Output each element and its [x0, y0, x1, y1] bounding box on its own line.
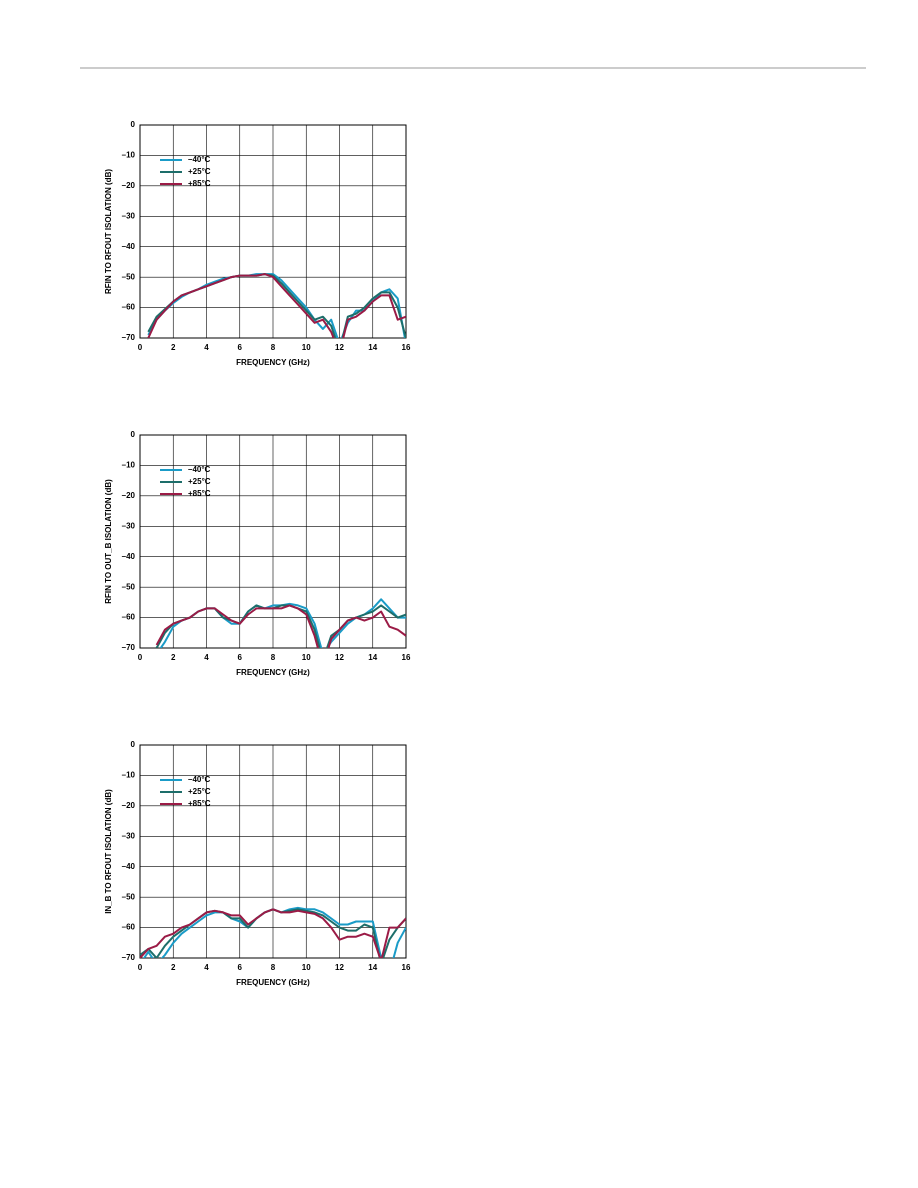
- y-tick-label: –60: [122, 613, 136, 622]
- legend-label: –40°C: [188, 155, 211, 164]
- legend-label: +25°C: [188, 787, 211, 796]
- y-tick-label: 0: [131, 740, 136, 749]
- y-tick-label: –50: [122, 892, 136, 901]
- x-tick-label: 6: [238, 343, 243, 352]
- x-tick-label: 14: [368, 343, 377, 352]
- y-tick-label: –40: [122, 862, 136, 871]
- x-tick-label: 10: [302, 963, 311, 972]
- x-tick-label: 8: [271, 343, 276, 352]
- x-axis-label: FREQUENCY (GHz): [236, 978, 310, 987]
- x-tick-label: 10: [302, 343, 311, 352]
- x-tick-label: 12: [335, 343, 344, 352]
- x-tick-label: 8: [271, 653, 276, 662]
- y-tick-label: –20: [122, 491, 136, 500]
- y-axis-label: RFIN TO RFOUT ISOLATION (dB): [104, 169, 113, 294]
- chart: –70 –60 –50 –40 –30 –20 –10 0 0 2 4 6 8 10 12 14 16 –40°C…: [104, 430, 411, 677]
- x-tick-label: 16: [402, 653, 411, 662]
- y-tick-label: –40: [122, 552, 136, 561]
- x-tick-label: 16: [402, 963, 411, 972]
- y-tick-label: –10: [122, 151, 136, 160]
- y-tick-label: –30: [122, 521, 136, 530]
- x-tick-label: 10: [302, 653, 311, 662]
- x-tick-label: 16: [402, 343, 411, 352]
- y-tick-label: –20: [122, 801, 136, 810]
- y-tick-label: –70: [122, 333, 136, 342]
- series-line: [147, 273, 406, 338]
- x-axis-label: FREQUENCY (GHz): [236, 358, 310, 367]
- legend-label: –40°C: [188, 775, 211, 784]
- legend-label: +85°C: [188, 489, 211, 498]
- y-tick-label: –60: [122, 923, 136, 932]
- y-tick-label: –40: [122, 242, 136, 251]
- plot-frame: [139, 744, 407, 959]
- y-axis-label: IN_B TO RFOUT ISOLATION (dB): [104, 789, 113, 914]
- x-tick-label: 0: [138, 653, 143, 662]
- y-tick-label: –60: [122, 303, 136, 312]
- chart: –70 –60 –50 –40 –30 –20 –10 0 0 2 4 6 8 10 12 14 16 –40°C…: [104, 740, 411, 987]
- y-tick-label: –70: [122, 643, 136, 652]
- x-tick-label: 2: [171, 963, 176, 972]
- x-tick-label: 12: [335, 653, 344, 662]
- series-line: [140, 908, 406, 958]
- y-tick-label: 0: [131, 430, 136, 439]
- x-tick-label: 2: [171, 343, 176, 352]
- x-tick-label: 4: [204, 653, 209, 662]
- y-tick-label: –30: [122, 831, 136, 840]
- y-axis-label: RFIN TO OUT_B ISOLATION (dB): [104, 479, 113, 604]
- x-tick-label: 8: [271, 963, 276, 972]
- x-tick-label: 0: [138, 963, 143, 972]
- y-tick-label: –50: [122, 582, 136, 591]
- legend-label: +25°C: [188, 477, 211, 486]
- plot-frame: [139, 434, 407, 649]
- x-tick-label: 12: [335, 963, 344, 972]
- plot-frame: [139, 124, 407, 339]
- x-tick-label: 2: [171, 653, 176, 662]
- series-line: [155, 604, 406, 648]
- series-line: [147, 273, 406, 338]
- y-tick-label: –10: [122, 461, 136, 470]
- y-tick-label: –70: [122, 953, 136, 962]
- x-tick-label: 4: [204, 963, 209, 972]
- x-tick-label: 6: [238, 653, 243, 662]
- x-tick-label: 14: [368, 653, 377, 662]
- y-tick-label: –50: [122, 272, 136, 281]
- y-tick-label: –30: [122, 211, 136, 220]
- x-axis-label: FREQUENCY (GHz): [236, 668, 310, 677]
- chart: –70 –60 –50 –40 –30 –20 –10 0 0 2 4 6 8 10 12 14 16 –40°C…: [104, 120, 411, 367]
- y-tick-label: –10: [122, 771, 136, 780]
- legend-label: +85°C: [188, 799, 211, 808]
- x-tick-label: 4: [204, 343, 209, 352]
- x-tick-label: 6: [238, 963, 243, 972]
- legend-label: –40°C: [188, 465, 211, 474]
- y-tick-label: 0: [131, 120, 136, 129]
- y-tick-label: –20: [122, 181, 136, 190]
- x-tick-label: 14: [368, 963, 377, 972]
- series-line: [147, 273, 406, 338]
- legend-label: +85°C: [188, 179, 211, 188]
- x-tick-label: 0: [138, 343, 143, 352]
- legend-label: +25°C: [188, 167, 211, 176]
